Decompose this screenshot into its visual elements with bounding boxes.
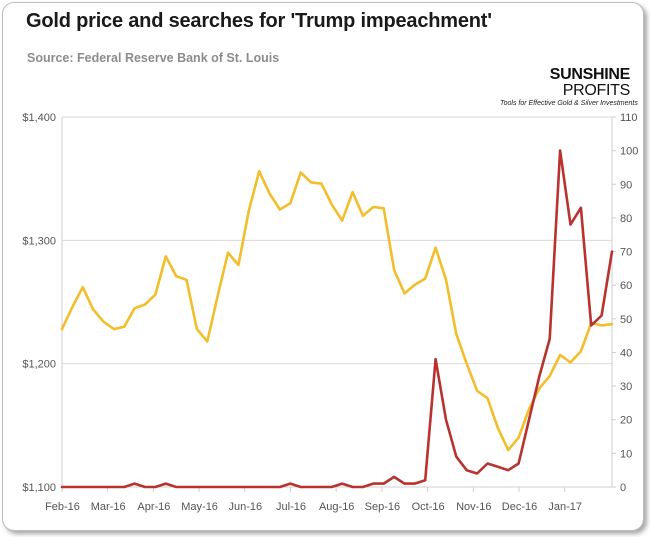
x-tick-label: Nov-16 (456, 501, 491, 513)
x-tick-label: Aug-16 (319, 501, 354, 513)
source-note: Source: Federal Reserve Bank of St. Loui… (27, 51, 280, 65)
y-right-tick-label: 70 (620, 247, 632, 259)
logo-brand-light: PROFITS (562, 82, 631, 99)
x-tick-label: Mar-16 (91, 501, 126, 513)
x-tick-label: Feb-16 (45, 501, 80, 513)
x-tick-label: Jan-17 (548, 501, 582, 513)
logo-brand-bold: SUNSHINE (549, 66, 631, 83)
x-tick-label: Oct-16 (412, 501, 445, 513)
x-tick-label: Jun-16 (228, 501, 262, 513)
y-right-tick-label: 80 (620, 213, 632, 225)
chart-title: Gold price and searches for 'Trump impea… (26, 10, 492, 32)
y-left-tick-label: $1,100 (22, 482, 56, 494)
logo-tagline: Tools for Effective Gold & Silver Invest… (500, 100, 638, 107)
chart-frame (2, 2, 644, 531)
y-left-tick-label: $1,200 (22, 359, 56, 371)
y-right-tick-label: 0 (620, 482, 626, 494)
x-tick-label: Apr-16 (137, 501, 170, 513)
y-right-tick-label: 90 (620, 179, 632, 191)
y-right-tick-label: 60 (620, 280, 632, 292)
y-right-tick-label: 100 (620, 146, 638, 158)
sunshine-profits-logo: SUNSHINE PROFITS Tools for Effective Gol… (500, 66, 638, 108)
x-tick-label: Dec-16 (502, 501, 537, 513)
y-left-tick-label: $1,400 (22, 112, 56, 124)
searches-series-line (60, 149, 614, 489)
logo-brand: SUNSHINE PROFITS (500, 66, 631, 99)
x-tick-label: Sep-16 (365, 501, 400, 513)
y-right-tick-label: 110 (620, 112, 638, 124)
y-right-tick-label: 40 (620, 347, 632, 359)
y-right-tick-label: 50 (620, 314, 632, 326)
y-right-tick-label: 10 (620, 448, 632, 460)
gold-price-series-line (60, 170, 614, 452)
x-tick-label: Jul-16 (276, 501, 306, 513)
x-tick-label: May-16 (181, 501, 218, 513)
y-left-tick-label: $1,300 (22, 235, 56, 247)
y-right-tick-label: 30 (620, 381, 632, 393)
y-right-tick-label: 20 (620, 415, 632, 427)
